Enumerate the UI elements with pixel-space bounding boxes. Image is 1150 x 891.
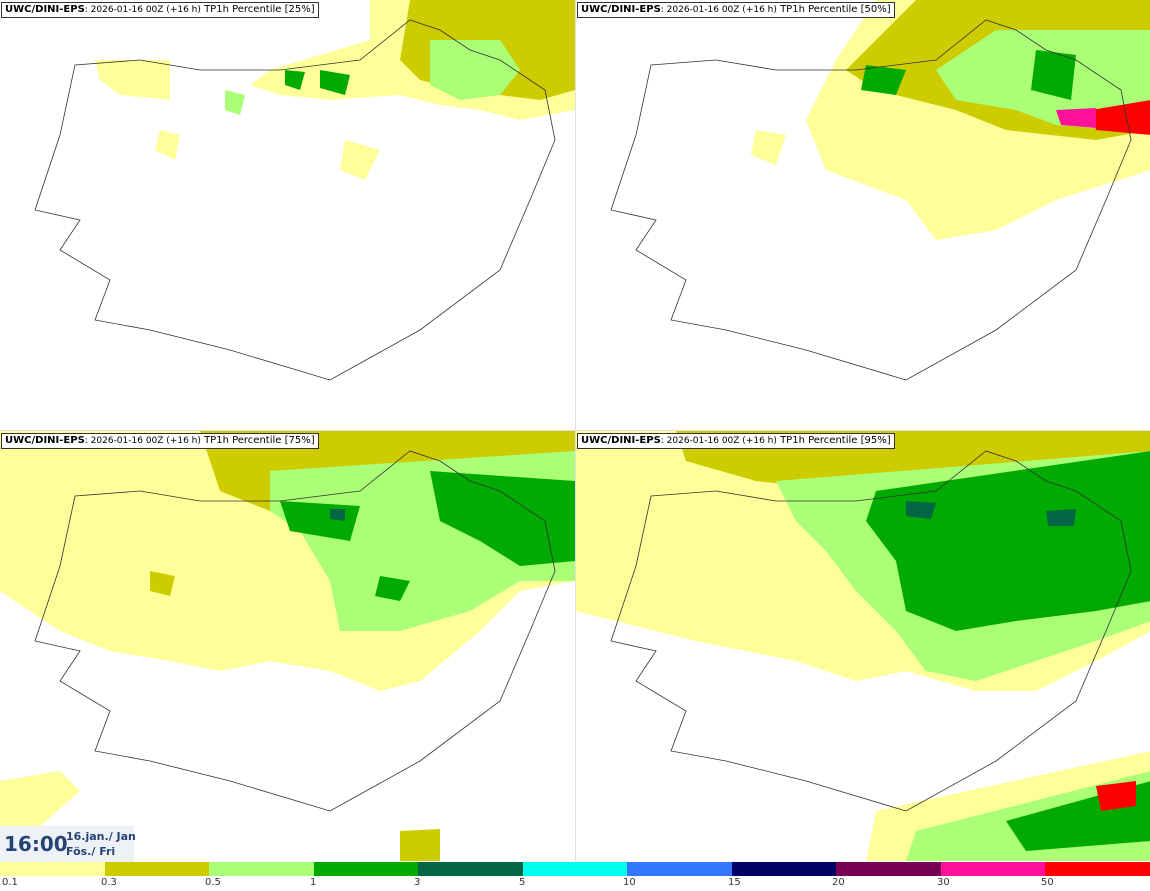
colorbar-segment [1045,862,1150,876]
precip-cell-light [751,130,786,165]
colorbar-tick-label: 10 [623,877,636,888]
precip-cell-olive [150,571,175,596]
precip-cell-green [861,65,906,95]
colorbar-segment [627,862,732,876]
coastline [34,19,556,381]
precip-cell-lightgreen [225,90,245,115]
precip-cell-dark [330,509,345,521]
precip-cell-green [285,70,305,90]
model-name: UWC/DINI-EPS [581,4,661,15]
colorbar-segment [418,862,523,876]
map-panel-p75: UWC/DINI-EPS: 2026-01-16 00Z (+16 h) TP1… [0,431,575,861]
run-info: : 2026-01-16 00Z (+16 h) [84,436,201,446]
model-name: UWC/DINI-EPS [5,4,85,15]
colorbar-tick-label: 0.5 [205,877,221,888]
precip-band-green [866,451,1150,631]
field-label: TP1h Percentile [25%] [200,4,315,15]
precip-map-p25 [34,0,575,381]
precip-cell-red [1091,100,1150,135]
run-info: : 2026-01-16 00Z (+16 h) [660,436,777,446]
precip-cell-green [1031,50,1076,100]
colorbar-tick-label: 5 [519,877,526,888]
panel-divider-vertical [575,0,576,862]
colorbar-segment [0,862,105,876]
precip-cell-green [375,576,410,601]
precip-cell-light [155,130,180,160]
precip-cell-red [1096,781,1136,811]
panel-title: UWC/DINI-EPS: 2026-01-16 00Z (+16 h) TP1… [577,433,895,449]
precip-colorbar [0,862,1150,876]
colorbar-tick-label: 3 [414,877,421,888]
precip-band-lightgreen [430,40,520,100]
map-panel-p25: UWC/DINI-EPS: 2026-01-16 00Z (+16 h) TP1… [0,0,575,430]
valid-date: 16.jan./ Jan [66,830,136,843]
coastline [610,450,1132,812]
panel-divider-horizontal [0,430,1150,431]
colorbar-tick-label: 0.3 [101,877,117,888]
colorbar-tick-label: 50 [1041,877,1054,888]
colorbar-segment [209,862,314,876]
precip-map-p75 [0,431,575,861]
colorbar-segment [104,862,210,876]
colorbar-tick-label: 15 [728,877,741,888]
map-panel-p95: UWC/DINI-EPS: 2026-01-16 00Z (+16 h) TP1… [576,431,1150,861]
map-panel-p50: UWC/DINI-EPS: 2026-01-16 00Z (+16 h) TP1… [576,0,1150,430]
precip-cell-olive [400,829,440,861]
valid-time-box: 16:00 16.jan./ Jan Fös./ Fri [0,826,136,862]
field-label: TP1h Percentile [75%] [200,435,315,446]
colorbar-tick-label: 0.1 [2,877,18,888]
model-name: UWC/DINI-EPS [5,435,85,446]
valid-day: Fös./ Fri [66,845,116,858]
colorbar-segment [836,862,941,876]
panel-title: UWC/DINI-EPS: 2026-01-16 00Z (+16 h) TP1… [577,2,895,18]
coastline [34,450,556,812]
precip-cell-light [340,140,380,180]
colorbar-segment [313,862,419,876]
colorbar-labels: 0.1 0.3 0.5 1 3 5 10 15 20 30 50 [0,877,1150,891]
run-info: : 2026-01-16 00Z (+16 h) [84,5,201,15]
precip-cell-light [95,60,170,100]
precip-map-p95 [576,431,1150,861]
precip-cell-green [430,471,575,566]
colorbar-tick-label: 1 [310,877,317,888]
colorbar-segment [522,862,628,876]
run-info: : 2026-01-16 00Z (+16 h) [660,5,777,15]
precip-cell-dark [906,501,936,519]
model-name: UWC/DINI-EPS [581,435,661,446]
coastline [610,19,1132,381]
panel-title: UWC/DINI-EPS: 2026-01-16 00Z (+16 h) TP1… [1,2,319,18]
field-label: TP1h Percentile [95%] [776,435,891,446]
valid-hour: 16:00 [4,832,68,856]
colorbar-tick-label: 30 [937,877,950,888]
colorbar-segment [731,862,837,876]
precip-cell-dark [1046,509,1076,526]
precip-cell-green [320,70,350,95]
colorbar-segment [940,862,1046,876]
colorbar-tick-label: 20 [832,877,845,888]
precip-map-p50 [610,0,1150,381]
precip-cell-light [0,771,80,831]
precip-cell-magenta [1056,108,1096,128]
panel-title: UWC/DINI-EPS: 2026-01-16 00Z (+16 h) TP1… [1,433,319,449]
field-label: TP1h Percentile [50%] [776,4,891,15]
